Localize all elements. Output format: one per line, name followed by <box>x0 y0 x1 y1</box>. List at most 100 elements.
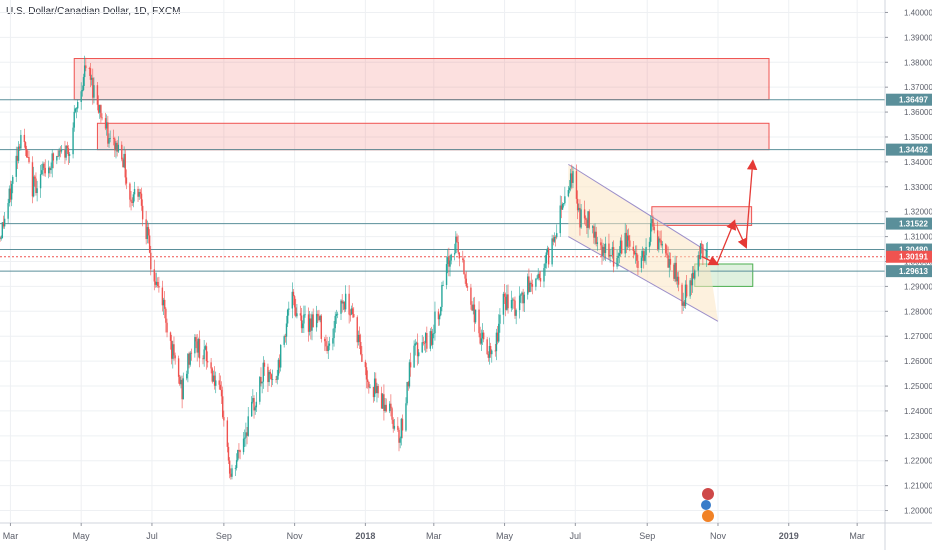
candle-body <box>683 302 686 306</box>
candle-body <box>213 375 216 386</box>
candle-body <box>692 272 695 279</box>
candle-body <box>667 255 669 268</box>
candle-body <box>377 385 379 394</box>
candle-body <box>139 192 142 194</box>
candle-body <box>372 386 375 398</box>
candle-body <box>277 359 280 376</box>
resistance-zone <box>96 122 770 151</box>
candle-body <box>341 300 343 304</box>
candle-body <box>146 227 149 240</box>
channel-lower-line <box>568 236 719 322</box>
candle-body <box>50 168 52 171</box>
y-tick-label: 1.28000 <box>904 307 932 316</box>
candle-body <box>496 332 499 342</box>
candle-body <box>482 332 485 340</box>
x-tick-label: May <box>496 531 514 541</box>
candle-body <box>433 333 435 334</box>
candle-body <box>99 105 101 113</box>
candle-body <box>625 232 628 247</box>
y-tick-label: 1.26000 <box>904 357 932 366</box>
candle-body <box>457 241 459 253</box>
candle-body <box>356 317 358 343</box>
candle-body <box>326 346 328 351</box>
candle-body <box>658 238 660 250</box>
candle-body <box>653 226 655 231</box>
candle-body <box>174 355 176 359</box>
candle-body <box>288 308 290 310</box>
candle-body <box>466 286 469 288</box>
candle-body <box>1 222 4 239</box>
candle-body <box>391 408 393 420</box>
candle-body <box>204 346 207 350</box>
candle-body <box>25 148 28 158</box>
y-tick-label: 1.40000 <box>904 8 932 17</box>
zones <box>73 58 770 287</box>
y-tick-label: 1.23000 <box>904 432 932 441</box>
candle-body <box>681 284 683 306</box>
candle-body <box>385 404 387 412</box>
y-tick-label: 1.36000 <box>904 108 932 117</box>
candle-body <box>641 251 644 258</box>
candle-body <box>350 308 353 315</box>
candle-body <box>108 138 110 144</box>
candle-body <box>413 345 415 368</box>
candle-body <box>271 379 274 380</box>
candle-body <box>348 293 350 315</box>
candle-body <box>245 432 247 438</box>
candle-body <box>621 240 623 254</box>
candle-body <box>129 183 131 200</box>
candle-body <box>107 122 109 144</box>
candle-body <box>632 246 635 251</box>
candle-body <box>235 460 238 468</box>
candle-body <box>317 313 319 317</box>
candle-body <box>528 276 530 293</box>
price-label-box <box>886 265 932 278</box>
candle-body <box>148 235 151 253</box>
candle-body <box>571 173 573 183</box>
candle-body <box>637 260 639 268</box>
candle-body <box>169 332 172 341</box>
candle-body <box>34 176 36 179</box>
candle-body <box>253 398 255 411</box>
candle-body <box>473 304 476 323</box>
candle-body <box>702 244 704 258</box>
candle-body <box>104 118 107 129</box>
candle-body <box>67 148 70 156</box>
candle-body <box>211 368 213 382</box>
candle-body <box>535 278 537 287</box>
candle-body <box>560 205 563 210</box>
candle-body <box>409 362 412 368</box>
candle-body <box>319 315 321 321</box>
candle-body <box>196 341 198 353</box>
flag-icon <box>702 488 714 500</box>
candle-body <box>684 284 687 306</box>
candle-body <box>677 276 680 285</box>
candle-body <box>407 382 409 387</box>
candle-body <box>81 90 84 92</box>
candle-body <box>260 376 262 384</box>
candle-body <box>263 362 266 367</box>
candle-body <box>447 257 449 265</box>
candle-body <box>373 378 376 398</box>
candle-body <box>215 380 217 386</box>
x-tick-label: Mar <box>3 531 19 541</box>
candle-body <box>220 389 223 397</box>
candle-body <box>227 446 230 461</box>
candle-body <box>616 257 618 267</box>
candle-body <box>438 315 441 320</box>
candle-body <box>561 203 564 210</box>
candle-body <box>52 153 55 161</box>
candle-body <box>559 205 561 234</box>
candle-body <box>515 310 517 316</box>
candles <box>0 55 709 480</box>
candle-body <box>162 299 165 306</box>
candle-body <box>384 404 386 412</box>
candle-body <box>523 294 525 304</box>
price-label-text: 1.29613 <box>899 267 928 276</box>
candle-body <box>568 187 571 191</box>
candle-body <box>276 375 278 380</box>
candle-body <box>3 218 6 227</box>
candle-body <box>545 252 548 264</box>
